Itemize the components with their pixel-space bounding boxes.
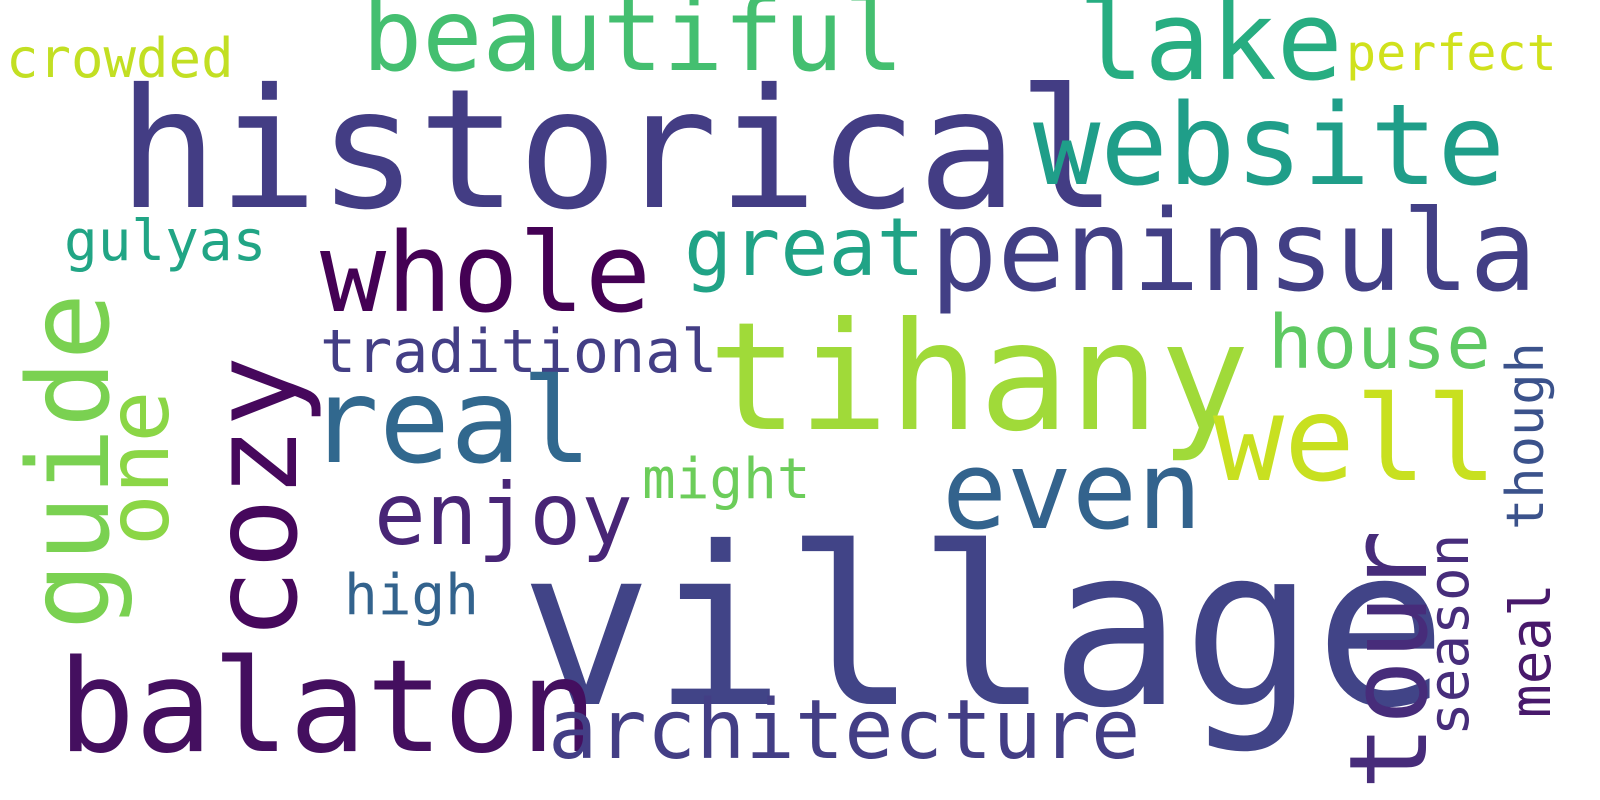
word-gulyas: gulyas [64,209,267,274]
word-might: might [642,447,811,512]
word-house: house [1268,300,1491,386]
word-season: season [1417,533,1482,736]
word-lake: lake [1078,0,1343,105]
word-high: high [344,563,479,628]
word-beautiful: beautiful [362,0,904,94]
word-village: village [520,500,1448,756]
word-tihany: tihany [708,291,1250,465]
word-perfect: perfect [1346,24,1557,82]
word-though: though [1496,342,1556,530]
word-well: well [1213,370,1498,508]
word-peninsula: peninsula [930,187,1537,317]
word-meal: meal [1499,583,1564,718]
word-balaton: balaton [58,633,598,782]
word-website: website [1033,81,1506,211]
word-traditional: traditional [320,317,718,387]
word-architecture: architecture [548,683,1141,778]
word-historical: historical [118,54,1118,247]
word-crowded: crowded [6,27,234,90]
word-real: real [308,352,593,490]
word-great: great [684,201,925,294]
word-even: even [942,429,1203,554]
word-cozy: cozy [186,355,324,640]
word-enjoy: enjoy [374,465,633,565]
word-whole: whole [320,209,652,337]
word-one: one [89,390,189,546]
